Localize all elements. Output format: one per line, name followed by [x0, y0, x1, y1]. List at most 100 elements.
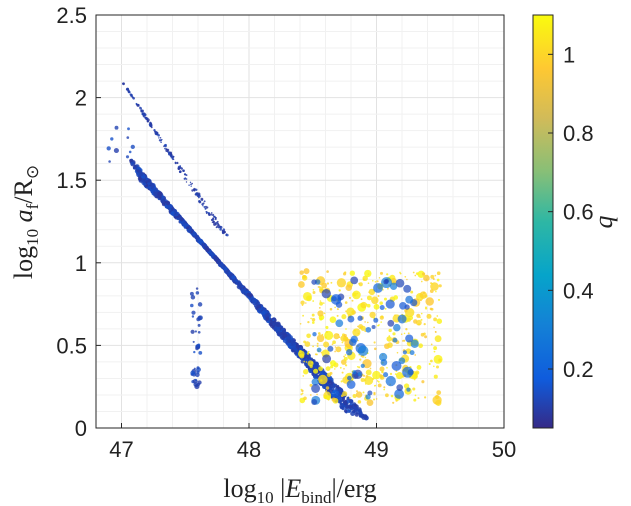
data-point	[301, 304, 304, 307]
data-point	[375, 398, 378, 400]
data-point	[436, 390, 442, 395]
data-point	[330, 281, 333, 284]
data-point	[292, 342, 295, 345]
data-point	[392, 401, 395, 404]
data-point	[349, 270, 355, 276]
data-point	[305, 302, 307, 304]
data-point	[302, 314, 305, 317]
x-axis-label: log10 |Ebind|/erg	[223, 474, 376, 506]
data-point	[174, 161, 177, 164]
data-point	[276, 328, 280, 332]
data-point	[186, 226, 189, 229]
data-point	[126, 87, 130, 91]
data-point	[146, 120, 150, 123]
data-point	[335, 346, 342, 353]
data-point	[331, 389, 339, 398]
data-point	[413, 398, 417, 402]
data-point	[365, 303, 368, 306]
data-point	[357, 409, 363, 415]
data-point	[138, 171, 144, 177]
data-point	[150, 185, 154, 189]
data-point	[329, 387, 333, 391]
data-point	[172, 158, 175, 161]
axis-ticks: 47 48 49 50 0 0.5 1 1.5 2 2.5	[56, 3, 516, 462]
data-point	[177, 165, 181, 169]
data-point	[312, 288, 315, 291]
data-point	[393, 295, 399, 300]
data-point	[278, 324, 282, 328]
data-point	[346, 338, 349, 341]
data-point	[419, 299, 422, 302]
data-point	[334, 350, 336, 353]
colorbar-tick-label: 0.4	[563, 278, 594, 303]
data-point	[282, 332, 288, 338]
data-point	[341, 359, 347, 365]
data-point	[387, 319, 395, 327]
data-point	[402, 366, 414, 378]
data-point	[386, 273, 389, 276]
data-point	[246, 292, 251, 297]
data-point	[380, 359, 388, 366]
data-point	[341, 341, 344, 344]
data-point	[132, 97, 135, 100]
data-point	[420, 318, 423, 321]
data-point	[358, 366, 361, 369]
data-point	[139, 106, 142, 110]
data-point	[341, 402, 345, 406]
data-point	[321, 333, 324, 336]
data-point	[148, 186, 152, 190]
data-point	[312, 291, 316, 294]
data-point	[413, 378, 416, 381]
data-point	[433, 326, 435, 329]
data-point	[354, 406, 359, 411]
data-point	[385, 375, 396, 387]
data-point	[421, 380, 425, 384]
data-point	[330, 294, 342, 305]
data-point	[414, 274, 417, 277]
data-point	[318, 306, 321, 309]
data-point	[191, 315, 195, 318]
data-point	[336, 385, 340, 389]
data-point	[192, 233, 196, 236]
data-point	[195, 291, 200, 295]
data-point	[324, 330, 334, 340]
data-point	[198, 351, 203, 355]
plot-frame	[95, 14, 505, 429]
data-point	[366, 303, 371, 308]
data-point	[149, 123, 151, 125]
data-point	[392, 337, 398, 343]
data-point	[183, 173, 187, 176]
data-point	[197, 302, 203, 307]
data-point	[189, 291, 194, 296]
colorbar-tick-label: 0.2	[563, 357, 594, 382]
data-point	[433, 317, 438, 322]
data-point	[350, 276, 359, 285]
data-point	[194, 330, 197, 333]
data-point	[216, 259, 222, 265]
data-point	[344, 301, 348, 304]
data-point	[137, 176, 142, 181]
grid	[95, 14, 505, 429]
data-point	[417, 270, 425, 278]
data-point	[380, 321, 383, 323]
data-point	[438, 358, 442, 362]
data-point	[437, 298, 441, 301]
data-point	[276, 331, 282, 337]
data-point	[131, 94, 133, 97]
data-point	[287, 339, 291, 343]
data-point	[325, 395, 331, 401]
data-point	[197, 323, 201, 327]
data-point	[389, 372, 393, 376]
data-point	[365, 326, 372, 333]
data-point	[271, 321, 274, 324]
data-point	[387, 287, 389, 290]
data-point	[430, 307, 434, 311]
data-point	[418, 343, 423, 349]
data-point	[185, 178, 188, 180]
data-point	[203, 200, 206, 203]
data-point	[129, 158, 133, 163]
data-point	[433, 365, 435, 368]
data-point	[341, 314, 347, 320]
data-point	[405, 328, 408, 331]
data-point	[368, 288, 376, 296]
